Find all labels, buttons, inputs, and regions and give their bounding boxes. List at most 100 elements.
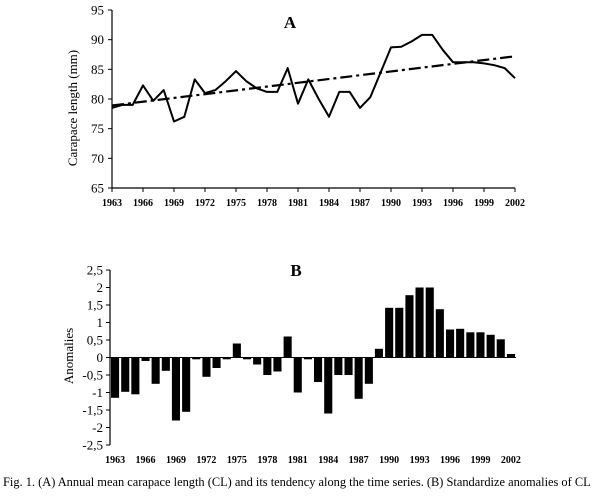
- panel-b-y-tick-label: -1,5: [82, 403, 103, 418]
- panel-b-y-tick-label: -2: [92, 420, 103, 435]
- panel-a-x-tick-label: 1969: [164, 198, 184, 209]
- panel-b-x-tick-label: 1978: [257, 455, 277, 466]
- panel-b-x-tick-label: 1984: [318, 455, 338, 466]
- panel-b-x-tick-label: 1996: [440, 455, 460, 466]
- panel-b-x-tick-label: 1990: [379, 455, 399, 466]
- panel-a-x-tick-label: 1975: [226, 198, 246, 209]
- panel-b-x-tick-label: 1975: [227, 455, 247, 466]
- panel-a-y-tick-label: 95: [91, 3, 104, 18]
- panel-b-x-tick-label: 1987: [349, 455, 369, 466]
- panel-b-x-tick-label: 2002: [501, 455, 521, 466]
- panel-b-x-tick-label: 1972: [196, 455, 216, 466]
- panel-b-x-tick-label: 1963: [105, 455, 125, 466]
- panel-b-y-tick-label: 0: [97, 350, 104, 365]
- panel-a-x-tick-label: 2002: [505, 198, 525, 209]
- panel-b-y-tick-label: 2,5: [87, 263, 103, 278]
- panel-a-x-tick-label: 1984: [319, 198, 339, 209]
- panel-b-bar: [486, 334, 495, 358]
- panel-b-bar: [212, 357, 221, 368]
- panel-a-y-tick-label: 90: [91, 32, 104, 47]
- panel-a-y-axis-label: Carapace length (mm): [65, 50, 80, 166]
- panel-a-y-tick-label: 75: [91, 121, 104, 136]
- panel-b-bar: [111, 357, 120, 398]
- panel-b-bar: [435, 309, 444, 358]
- panel-b-bar: [131, 357, 140, 395]
- panel-b-bar: [253, 357, 262, 365]
- panel-a-x-tick-label: 1990: [381, 198, 401, 209]
- panel-a-annual-mean-line: [111, 33, 516, 123]
- panel-b-bar: [415, 287, 424, 358]
- panel-b-y-tick-label: 1,5: [87, 298, 103, 313]
- panel-b-y-tick-label: 2: [97, 280, 104, 295]
- panel-b-bar: [506, 354, 515, 358]
- panel-b-bar: [141, 357, 150, 361]
- panel-b-bar: [456, 328, 465, 358]
- panel-b-y-tick-label: -1: [92, 385, 103, 400]
- panel-b-x-tick-label: 1969: [166, 455, 186, 466]
- figure: A Carapace length (mm) 65 70 75 80 85 90 95 19…: [61, 3, 525, 467]
- panel-b-x-tick-label: 1999: [470, 455, 490, 466]
- panel-a-x-ticks: 1963 1966 1969 1972 1975 1978 1981 1984 1987 1990…: [102, 188, 525, 209]
- panel-a-x-tick-label: 1978: [257, 198, 277, 209]
- panel-b-bar: [273, 357, 282, 372]
- panel-b-bar: [263, 357, 272, 375]
- panel-b-bar: [476, 332, 485, 358]
- panel-a-axes: [111, 10, 515, 189]
- panel-b-bar: [344, 357, 353, 375]
- panel-b-bar: [121, 357, 130, 392]
- panel-b-bar: [243, 357, 252, 360]
- panel-b-y-tick-label: 0,5: [87, 333, 103, 348]
- panel-b-bar: [314, 357, 323, 382]
- figure-caption: Fig. 1. (A) Annual mean carapace length …: [3, 475, 591, 489]
- panel-a-label: A: [284, 13, 297, 32]
- panel-b-bar: [232, 343, 241, 358]
- panel-a-x-tick-label: 1996: [443, 198, 463, 209]
- panel-b-bar: [303, 357, 312, 360]
- panel-b-bar: [385, 307, 394, 358]
- panel-b-bar: [446, 329, 455, 358]
- panel-a-y-tick-label: 70: [91, 151, 104, 166]
- panel-b-y-tick-label: -0,5: [82, 368, 103, 383]
- panel-b-bars: [111, 287, 515, 421]
- panel-a-x-tick-label: 1963: [102, 198, 122, 209]
- panel-a-trend-line: [111, 55, 516, 107]
- panel-b-bar: [182, 357, 191, 412]
- panel-a-x-tick-label: 1981: [288, 198, 308, 209]
- panel-a-x-tick-label: 1999: [474, 198, 494, 209]
- panel-b-bar: [202, 357, 211, 377]
- panel-b-x-tick-label: 1966: [136, 455, 156, 466]
- panel-b-x-ticks: 1963 1966 1969 1972 1975 1978 1981 1984 1987 1990…: [105, 455, 521, 466]
- panel-b-bar: [405, 295, 414, 358]
- panel-b-bar: [222, 357, 231, 360]
- panel-b-bar: [425, 287, 434, 358]
- panel-b-x-tick-label: 1981: [288, 455, 308, 466]
- panel-b-bar: [354, 357, 363, 399]
- panel-b-bar: [395, 307, 404, 358]
- panel-b-label: B: [290, 261, 301, 280]
- panel-a-y-ticks: 65 70 75 80 85 90 95: [91, 3, 112, 196]
- panel-b-axes: [109, 270, 516, 445]
- panel-b-bar: [192, 357, 201, 360]
- panel-a-x-tick-label: 1987: [350, 198, 370, 209]
- panel-b-bar: [283, 336, 292, 358]
- panel-b-bar: [171, 357, 180, 421]
- panel-b-y-axis-label: Anomalies: [61, 328, 76, 384]
- panel-b-y-tick-label: 1: [97, 315, 104, 330]
- panel-b-y-ticks: -2,5 -2 -1,5 -1 -0,5 0 0,5 1 1,5 2 2,5: [82, 263, 110, 453]
- panel-b-bar-chart: B Anomalies -2,5 -2 -1,5 -1 -0,5 0 0,5 1 1,5 2 2,5…: [61, 261, 521, 466]
- panel-b-bar: [364, 357, 373, 384]
- panel-b-bar: [151, 357, 160, 384]
- panel-a-y-tick-label: 65: [91, 181, 104, 196]
- panel-a-line-chart: A Carapace length (mm) 65 70 75 80 85 90 95 19…: [65, 3, 525, 210]
- panel-a-y-tick-label: 80: [91, 92, 104, 107]
- panel-b-y-tick-label: -2,5: [82, 438, 103, 453]
- panel-a-x-tick-label: 1972: [195, 198, 215, 209]
- panel-b-bar: [161, 357, 170, 371]
- panel-b-x-tick-label: 1993: [410, 455, 430, 466]
- panel-a-series: [111, 33, 516, 123]
- panel-a-y-tick-label: 85: [91, 62, 104, 77]
- panel-b-bar: [293, 357, 302, 393]
- panel-b-bar: [466, 332, 475, 358]
- panel-b-bar: [324, 357, 333, 414]
- panel-b-bar: [374, 348, 383, 358]
